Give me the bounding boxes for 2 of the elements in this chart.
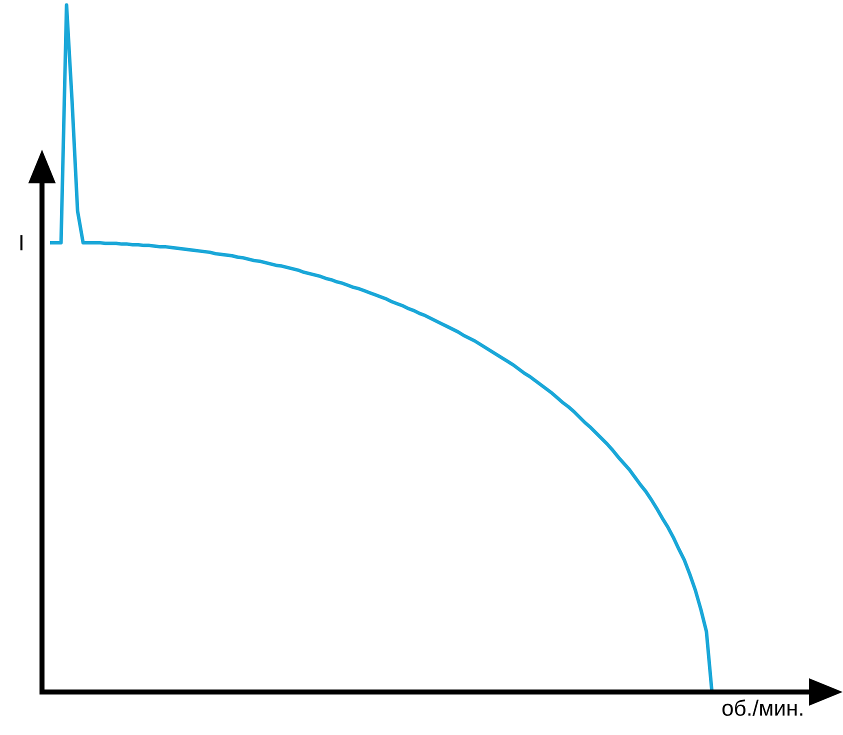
x-axis-title: об./мин.: [722, 700, 802, 716]
y-axis-title: I: [20, 235, 22, 250]
